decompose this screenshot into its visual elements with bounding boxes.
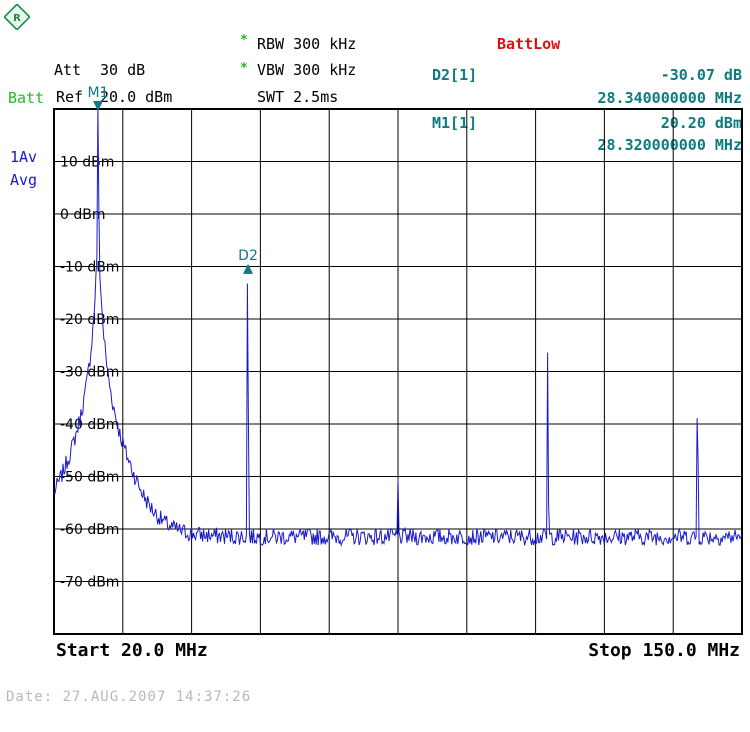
timestamp: Date: 27.AUG.2007 14:37:26 (6, 689, 252, 705)
spectrum-trace (53, 105, 743, 547)
trace-mode-count: 1Av (10, 148, 38, 166)
y-tick-label: -50 dBm (60, 470, 119, 486)
y-tick-labels: 10 dBm 0 dBm -10 dBm -20 dBm -30 dBm -40 dBm -… (60, 155, 119, 591)
delta-marker-frequency: 28.340000000 MHz (597, 89, 743, 107)
y-tick-label: 0 dBm (60, 207, 106, 223)
trace-mode-detector: Avg (10, 171, 38, 189)
y-tick-label: 10 dBm (60, 155, 114, 171)
y-tick-label: -60 dBm (60, 522, 119, 538)
rbw-coupled-star: * (240, 33, 248, 48)
start-frequency: Start 20.0 MHz (56, 640, 208, 661)
marker-d2-label: D2 (238, 248, 258, 264)
rbw-setting: RBW 300 kHz (257, 35, 357, 53)
sweep-time: SWT 2.5ms (257, 88, 339, 106)
ref-value: 20.0 dBm (100, 88, 173, 106)
marker1-level: 20.20 dBm (660, 114, 742, 132)
delta-marker-name: D2[1] (432, 66, 478, 84)
battery-low-warning: BattLow (497, 35, 561, 53)
y-tick-label: -70 dBm (60, 575, 119, 591)
delta-marker-level: -30.07 dB (660, 66, 742, 84)
marker-d2-icon (243, 263, 254, 274)
y-tick-label: -30 dBm (60, 365, 119, 381)
ref-label: Ref (56, 88, 84, 106)
rs-logo-icon: R (4, 4, 30, 30)
y-tick-label: -40 dBm (60, 417, 119, 433)
y-tick-label: -20 dBm (60, 312, 119, 328)
marker-m1-icon (93, 101, 104, 111)
batt-indicator: Batt (8, 89, 45, 107)
vbw-coupled-star: * (240, 61, 248, 76)
markers: M1 D2 (88, 85, 258, 274)
marker1-name: M1[1] (432, 114, 478, 132)
y-tick-label: -10 dBm (60, 260, 119, 276)
att-label: Att (54, 61, 82, 79)
att-value: 30 dB (100, 61, 146, 79)
marker1-frequency: 28.320000000 MHz (597, 136, 743, 154)
vbw-setting: VBW 300 kHz (257, 61, 357, 79)
stop-frequency: Stop 150.0 MHz (588, 640, 740, 661)
grid (53, 108, 743, 635)
svg-text:R: R (13, 13, 21, 24)
marker-m1-label: M1 (88, 85, 109, 101)
